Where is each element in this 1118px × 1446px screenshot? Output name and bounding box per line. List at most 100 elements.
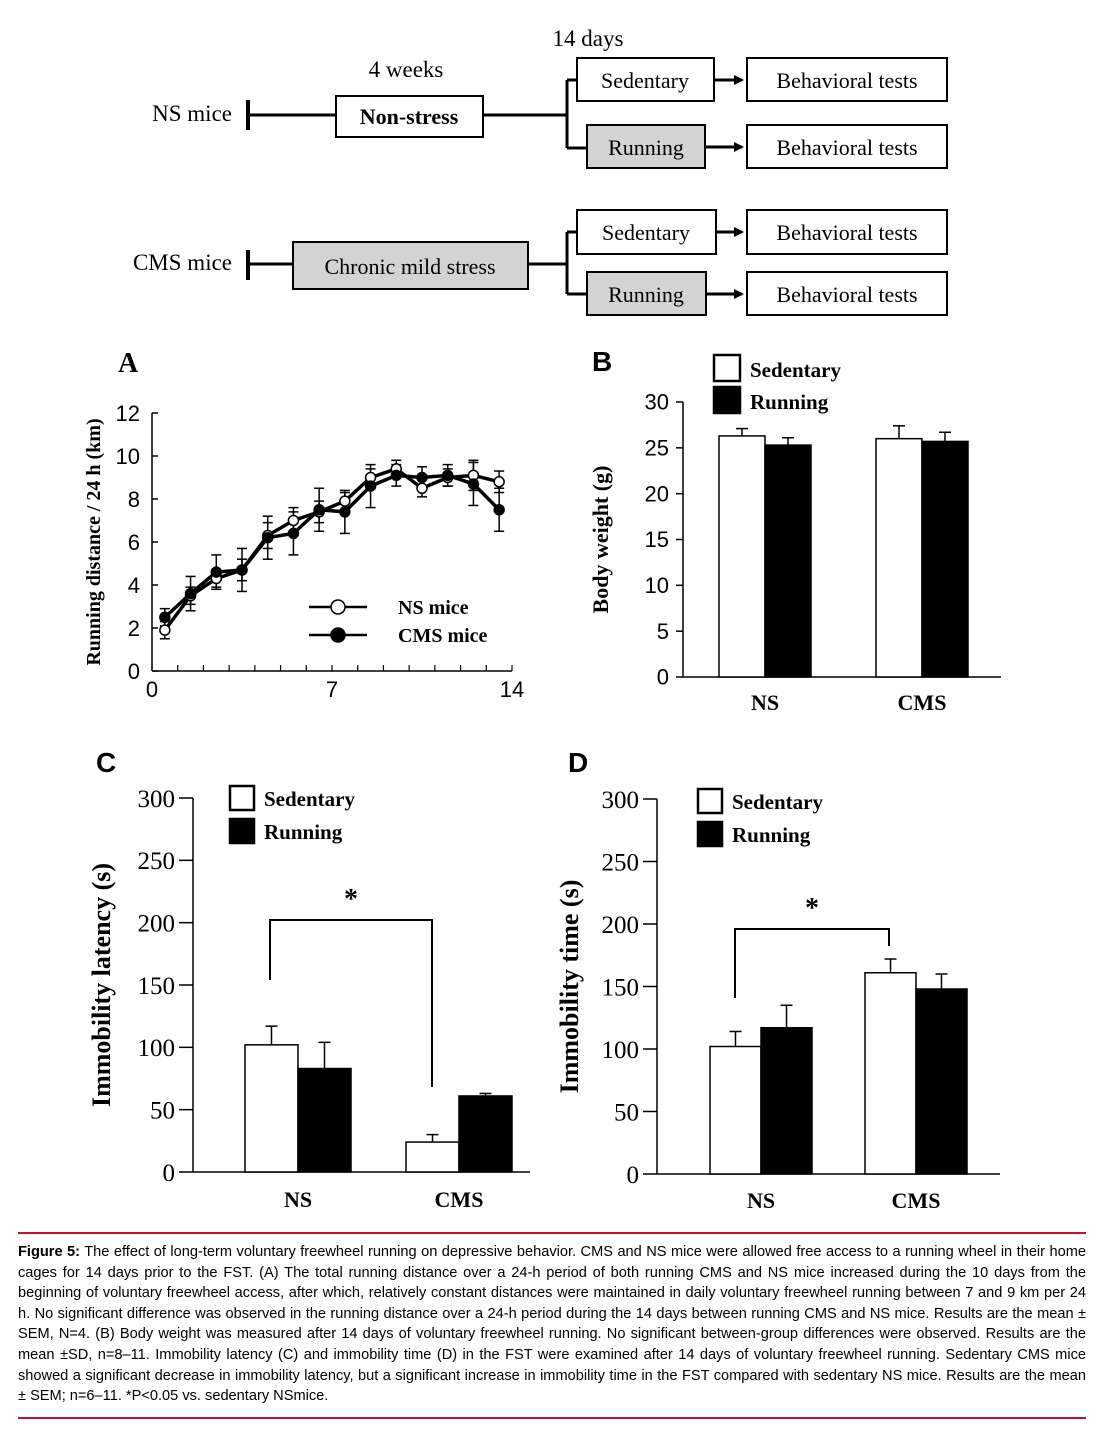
- ns-sed-tests-label: Behavioral tests: [776, 68, 917, 93]
- category-label-cms: CMS: [892, 1188, 941, 1213]
- legend-label: Sedentary: [732, 790, 823, 814]
- significance-star: *: [805, 893, 819, 924]
- bar-cms-sedentary: [864, 972, 917, 1175]
- y-tick-label: 15: [645, 527, 669, 552]
- cms-run-tests-box: [746, 271, 948, 316]
- y-axis-title: Immobility time (s): [555, 880, 584, 1094]
- y-tick-label: 150: [602, 974, 640, 1001]
- legend-label: CMS mice: [398, 625, 488, 647]
- y-tick-label: 100: [138, 1035, 176, 1062]
- chronic-mild-stress-box: [292, 241, 529, 290]
- legend-swatch: [696, 787, 724, 815]
- chronic-mild-stress-label: Chronic mild stress: [324, 254, 495, 279]
- y-tick-label: 0: [128, 659, 140, 684]
- legend-label: Sedentary: [264, 787, 355, 811]
- y-tick-label: 200: [602, 912, 640, 939]
- y-axis-title: Immobility latency (s): [87, 863, 116, 1107]
- data-point-ns: [159, 624, 171, 636]
- category-label-ns: NS: [751, 690, 779, 715]
- bar-ns-running: [764, 444, 812, 678]
- category-label-cms: CMS: [898, 690, 947, 715]
- legend-label: Running: [264, 820, 343, 844]
- data-point-cms: [287, 527, 300, 540]
- y-axis-title: Body weight (g): [588, 466, 613, 614]
- significance-bracket: [734, 928, 890, 998]
- panel-a-running-distance-chart: 0 2 4 6 8 10 12 0 7 14 Running distance / 24 h (km…: [83, 401, 524, 702]
- bar-ns-sedentary: [718, 435, 766, 678]
- caption-body: Figure 5: The effect of long-term volunt…: [18, 1242, 1086, 1407]
- data-point-cms: [493, 504, 505, 516]
- significance-bracket: [269, 919, 433, 1087]
- panel-c-immobility-latency-chart: 0 50 100 150 200 250 300 Immobility latency (s)…: [87, 784, 530, 1212]
- caption-label: Figure 5:: [18, 1244, 81, 1260]
- bar-cms-running: [921, 440, 969, 678]
- cms-running-box: [586, 271, 707, 316]
- y-tick-label: 5: [657, 619, 669, 644]
- non-stress-label: Non-stress: [360, 104, 459, 129]
- panel-b-body-weight-chart: 0 5 10 15 20 25 30 Body weight (g) NS CMS Sedentar…: [588, 353, 1001, 715]
- legend-marker: [330, 599, 346, 615]
- panel-letter-c: C: [96, 747, 116, 778]
- x-tick-label: 0: [146, 677, 158, 702]
- y-tick-label: 2: [128, 616, 140, 641]
- ns-mice-label: NS mice: [152, 101, 232, 126]
- figure-caption: Figure 5: The effect of long-term volunt…: [18, 1232, 1086, 1419]
- legend-marker: [330, 627, 346, 643]
- category-label-ns: NS: [284, 1187, 312, 1212]
- panel-letter-d: D: [568, 747, 588, 778]
- y-tick-label: 250: [602, 849, 640, 876]
- data-point-cms: [261, 531, 274, 544]
- y-tick-label: 100: [602, 1037, 640, 1064]
- data-point-ns: [339, 495, 351, 507]
- x-tick-label: 14: [500, 677, 524, 702]
- data-point-ns: [287, 514, 300, 527]
- bar-cms-sedentary: [405, 1141, 460, 1173]
- y-tick-label: 250: [138, 848, 176, 875]
- cms-sedentary-label: Sedentary: [602, 220, 690, 245]
- data-point-cms: [339, 506, 351, 518]
- data-point-cms: [467, 478, 480, 490]
- study-design-schematic: 14 days 4 weeks NS mice Non-stress Seden…: [133, 26, 948, 316]
- cms-running-label: Running: [608, 282, 684, 307]
- ns-sedentary-label: Sedentary: [601, 68, 689, 93]
- y-tick-label: 50: [150, 1097, 175, 1124]
- y-tick-label: 4: [128, 573, 140, 598]
- cms-mice-label: CMS mice: [133, 250, 232, 275]
- cms-sed-tests-box: [746, 209, 948, 255]
- y-axis-title: Running distance / 24 h (km): [83, 418, 105, 665]
- cms-sedentary-box: [576, 209, 717, 255]
- y-tick-label: 20: [645, 481, 669, 506]
- data-point-cms: [313, 504, 325, 516]
- legend-swatch: [228, 817, 256, 845]
- data-point-cms: [364, 480, 377, 492]
- bar-ns-sedentary: [709, 1045, 762, 1175]
- data-point-cms: [159, 611, 171, 623]
- bar-cms-running: [458, 1095, 513, 1173]
- y-tick-label: 12: [116, 401, 140, 426]
- panel-letter-b: B: [592, 346, 612, 377]
- bar-ns-running: [760, 1027, 813, 1175]
- data-point-cms: [416, 471, 428, 484]
- ns-running-label: Running: [608, 135, 684, 160]
- panel-d-immobility-time-chart: 0 50 100 150 200 250 300 Immobility time (s) NS C…: [555, 787, 1000, 1213]
- y-tick-label: 6: [128, 530, 140, 555]
- data-point-cms: [210, 566, 223, 578]
- y-tick-label: 10: [645, 573, 669, 598]
- y-tick-label: 30: [645, 390, 669, 415]
- data-point-cms: [236, 564, 248, 576]
- panel-letter-a: A: [118, 348, 139, 379]
- legend-swatch: [696, 820, 724, 848]
- y-tick-label: 0: [657, 665, 669, 690]
- weeks-label: 4 weeks: [369, 57, 444, 82]
- y-tick-label: 25: [645, 436, 669, 461]
- y-tick-label: 10: [116, 444, 140, 469]
- legend-swatch: [228, 784, 256, 812]
- legend-label: Running: [732, 823, 811, 847]
- bar-ns-running: [297, 1067, 352, 1173]
- bar-ns-sedentary: [244, 1044, 299, 1173]
- x-tick-label: 7: [326, 677, 338, 702]
- y-tick-label: 300: [138, 786, 176, 813]
- data-point-cms: [441, 469, 454, 482]
- legend-label: Sedentary: [750, 358, 841, 382]
- y-tick-label: 300: [602, 787, 640, 814]
